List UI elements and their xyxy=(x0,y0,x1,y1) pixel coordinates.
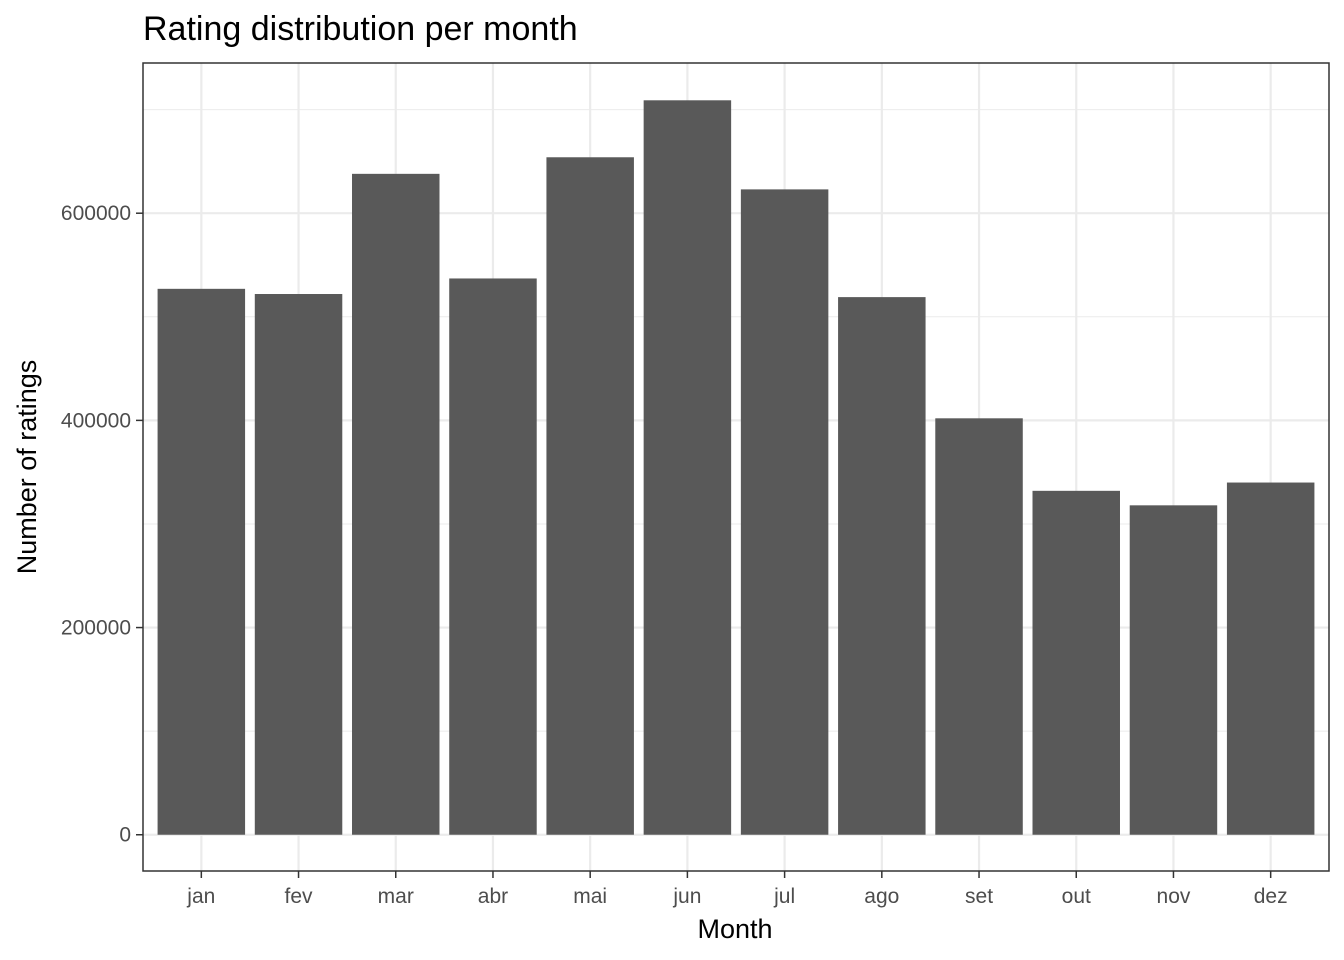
bar-fev xyxy=(254,294,343,835)
panel-border xyxy=(142,62,1330,872)
y-tick-label: 400000 xyxy=(61,409,131,432)
bar-mar xyxy=(352,173,440,835)
y-axis: 0 200000 400000 600000 xyxy=(61,202,143,847)
bar-out xyxy=(1032,490,1120,835)
x-tick-label-mai: mai xyxy=(573,885,607,908)
y-tick-label: 0 xyxy=(119,824,131,847)
bar-set xyxy=(935,418,1023,835)
bar-jun xyxy=(643,100,732,835)
bar-mai xyxy=(546,157,634,835)
x-tick-label-mar: mar xyxy=(378,885,414,908)
y-axis-title: Number of ratings xyxy=(12,360,42,575)
x-tick-label-fev: fev xyxy=(285,885,314,908)
y-tick-label: 600000 xyxy=(61,202,131,225)
x-tick-label-nov: nov xyxy=(1157,885,1191,908)
x-tick-label-out: out xyxy=(1062,885,1091,908)
bar-dez xyxy=(1226,482,1315,835)
x-axis-title: Month xyxy=(697,914,772,944)
x-tick-label-jan: jan xyxy=(186,885,215,908)
x-axis: jan fev mar abr mai jun jul ago set out nov dez xyxy=(186,871,1288,908)
bar-jan xyxy=(157,288,246,835)
bar-abr xyxy=(449,278,537,835)
bar-jul xyxy=(740,189,829,835)
x-tick-label-jun: jun xyxy=(672,885,701,908)
bar-nov xyxy=(1129,505,1218,835)
y-tick-label: 200000 xyxy=(61,617,131,640)
bar-ago xyxy=(838,297,926,835)
chart-title: Rating distribution per month xyxy=(143,10,578,48)
x-tick-label-abr: abr xyxy=(478,885,508,908)
x-tick-label-dez: dez xyxy=(1254,885,1288,908)
bars xyxy=(157,100,1315,835)
x-tick-label-set: set xyxy=(965,885,993,908)
x-tick-label-ago: ago xyxy=(864,885,899,908)
x-tick-label-jul: jul xyxy=(773,885,795,908)
